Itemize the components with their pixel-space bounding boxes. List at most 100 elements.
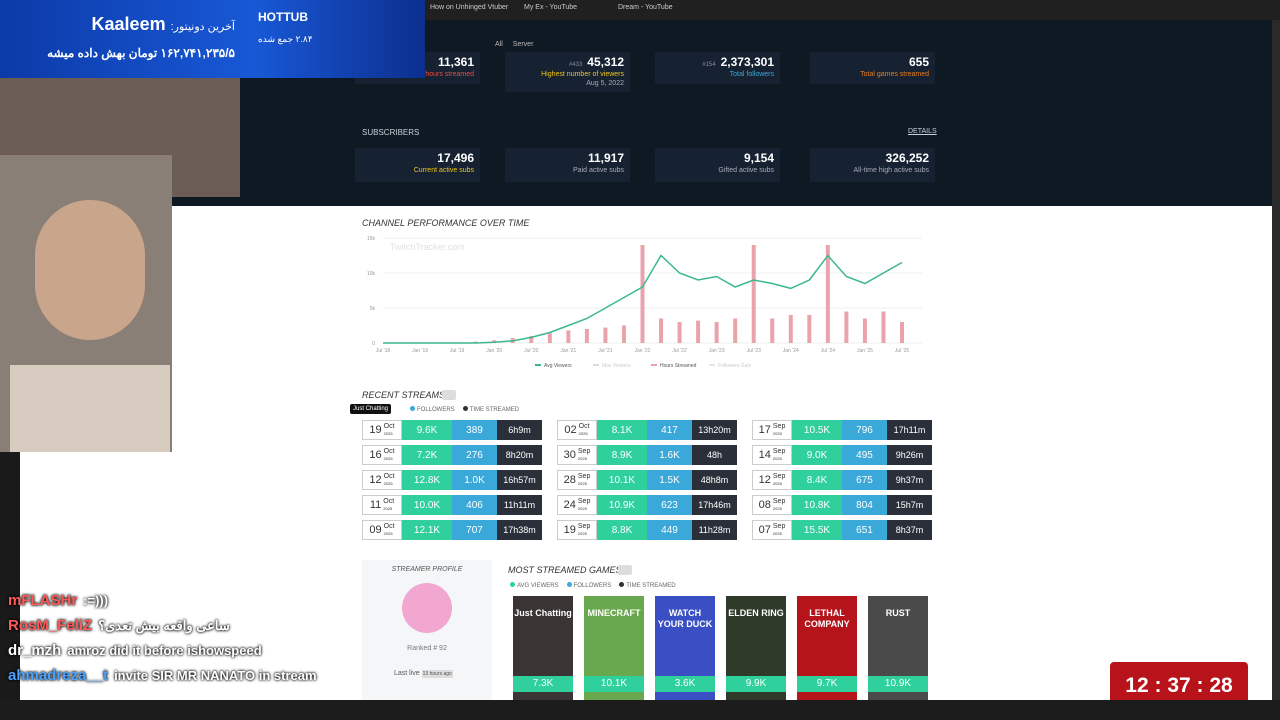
stat-number: 11,361	[437, 55, 474, 69]
stream-viewers: 9.0K	[792, 445, 842, 465]
stream-row[interactable]: 19 Oct 2025 9.6K 389 6h9m	[362, 420, 542, 440]
stream-followers: 389	[452, 420, 497, 440]
legend-item: TIME STREAMED	[619, 582, 676, 589]
last-live-time: 13 hours ago	[421, 670, 453, 678]
x-tick-label: Jan '19	[412, 348, 428, 354]
arrow-button[interactable]	[442, 390, 456, 400]
tab[interactable]: My Ex - YouTube	[524, 4, 578, 11]
stream-row[interactable]: 24 Sep 2025 10.9K 623 17h46m	[557, 495, 737, 515]
stream-row[interactable]: 19 Sep 2025 8.8K 449 11h28m	[557, 520, 737, 540]
sub-label: Gifted active subs	[718, 167, 774, 174]
chat-message: ساعی واقعه بیش تعدی؟	[98, 618, 230, 633]
tab[interactable]: Dream - YouTube	[618, 4, 673, 11]
legend-label: Max Viewers	[602, 363, 631, 369]
stream-followers: 623	[647, 495, 692, 515]
stream-row[interactable]: 30 Sep 2025 8.9K 1.6K 48h	[557, 445, 737, 465]
stat-box: 655 Total games streamed	[810, 52, 935, 84]
chat: mFLASHr:=))) RosM_FeliZ ساعی واقعه بیش تعد…	[8, 592, 317, 692]
tab[interactable]: How on Unhinged Vtuber	[430, 4, 509, 11]
game-viewers: 9.9K	[726, 676, 786, 692]
profile-card: STREAMER PROFILE Ranked # 92 Last live 1…	[362, 560, 492, 700]
game-card[interactable]: MINECRAFT 10.1K	[584, 596, 644, 700]
stream-followers: 276	[452, 445, 497, 465]
game-card[interactable]: WATCH YOUR DUCK 3.6K	[655, 596, 715, 700]
stream-date: 19 Oct 2025	[362, 420, 402, 440]
stream-month-year: Sep 2025	[773, 473, 785, 487]
legend-text: TIME STREAMED	[469, 407, 520, 413]
x-tick-label: Jul '22	[672, 348, 687, 354]
x-tick-label: Jul '21	[598, 348, 613, 354]
bar	[659, 318, 664, 343]
stream-followers: 1.5K	[647, 470, 692, 490]
stream-row[interactable]: 09 Oct 2025 12.1K 707 17h38m	[362, 520, 542, 540]
stream-day: 17	[758, 424, 771, 436]
stream-row[interactable]: 11 Oct 2025 10.0K 406 11h11m	[362, 495, 542, 515]
stream-duration: 9h26m	[887, 445, 932, 465]
chat-line: dr_mzh amroz did it before ishowspeed	[8, 642, 317, 667]
stream-month-year: Oct 2025	[384, 423, 395, 437]
stream-month-year: Sep 2025	[578, 498, 590, 512]
legend-text: AVG VIEWERS	[517, 583, 559, 589]
stream-row[interactable]: 07 Sep 2025 15.5K 651 8h37m	[752, 520, 932, 540]
legend-text: TIME STREAMED	[626, 583, 676, 589]
stream-date: 11 Oct 2025	[362, 495, 402, 515]
stream-year: 2025	[383, 431, 393, 436]
bar	[862, 318, 867, 343]
sub-label: All-time high active subs	[853, 167, 929, 174]
stream-row[interactable]: 17 Sep 2025 10.5K 796 17h11m	[752, 420, 932, 440]
stat-value: #154 2,373,301	[655, 55, 774, 69]
legend-swatch	[709, 364, 715, 366]
game-art-title: RUST	[885, 608, 911, 618]
last-live: Last live 13 hours ago	[362, 670, 492, 678]
stream-row[interactable]: 12 Sep 2025 8.4K 675 9h37m	[752, 470, 932, 490]
subs-details[interactable]: DETAILS	[908, 128, 937, 135]
stat-number: 45,312	[587, 55, 624, 69]
legend-label: Followers Gain	[718, 363, 752, 369]
legend-dot	[566, 582, 572, 587]
game-card[interactable]: RUST 10.9K	[868, 596, 928, 700]
stream-year: 2025	[383, 531, 393, 536]
stream-row[interactable]: 02 Oct 2025 8.1K 417 13h20m	[557, 420, 737, 440]
stream-row[interactable]: 14 Sep 2025 9.0K 495 9h26m	[752, 445, 932, 465]
x-tick-label: Jan '24	[783, 348, 799, 354]
goal-title: HOTTUB	[258, 10, 308, 24]
stream-date: 28 Sep 2025	[557, 470, 597, 490]
sub-box: 11,917 Paid active subs	[505, 148, 630, 182]
sub-label: Current active subs	[413, 167, 474, 174]
stream-viewers: 8.1K	[597, 420, 647, 440]
arrow-button[interactable]	[618, 565, 632, 575]
stream-followers: 417	[647, 420, 692, 440]
x-tick-label: Jul '18	[376, 348, 391, 354]
profile-title: STREAMER PROFILE	[391, 566, 463, 573]
stream-row[interactable]: 12 Oct 2025 12.8K 1.0K 16h57m	[362, 470, 542, 490]
stream-row[interactable]: 08 Sep 2025 10.8K 804 15h7m	[752, 495, 932, 515]
bar	[881, 311, 886, 343]
bar	[584, 329, 589, 343]
game-card[interactable]: Just Chatting 7.3K	[513, 596, 573, 700]
x-tick-label: Jul '24	[821, 348, 836, 354]
stream-viewers: 15.5K	[792, 520, 842, 540]
stream-date: 30 Sep 2025	[557, 445, 597, 465]
stream-viewers: 10.5K	[792, 420, 842, 440]
stream-year: 2025	[383, 481, 393, 486]
stream-year: 2025	[383, 456, 393, 461]
sub-box: 326,252 All-time high active subs	[810, 148, 935, 182]
donation-text: ۱۶۲,۷۴۱,۲۳۵/۵ تومان بهش داده میشه	[47, 46, 235, 60]
game-card[interactable]: LETHAL COMPANY 9.7K	[797, 596, 857, 700]
sub-value: 326,252	[885, 151, 929, 165]
x-tick-label: Jan '22	[635, 348, 651, 354]
stream-row[interactable]: 28 Sep 2025 10.1K 1.5K 48h8m	[557, 470, 737, 490]
stream-viewers: 12.8K	[402, 470, 452, 490]
sub-value: 17,496	[437, 151, 474, 165]
game-card[interactable]: ELDEN RING 9.9K	[726, 596, 786, 700]
stream-year: 2025	[772, 481, 782, 486]
stream-viewers: 10.0K	[402, 495, 452, 515]
stream-duration: 11h28m	[692, 520, 737, 540]
stream-date: 07 Sep 2025	[752, 520, 792, 540]
stream-row[interactable]: 16 Oct 2025 7.2K 276 8h20m	[362, 445, 542, 465]
stream-date: 24 Sep 2025	[557, 495, 597, 515]
stream-viewers: 8.8K	[597, 520, 647, 540]
x-tick-label: Jul '19	[450, 348, 465, 354]
scrollbar[interactable]	[1272, 20, 1280, 700]
tabs: How on Unhinged Vtuber My Ex - YouTube Dre…	[430, 4, 698, 18]
